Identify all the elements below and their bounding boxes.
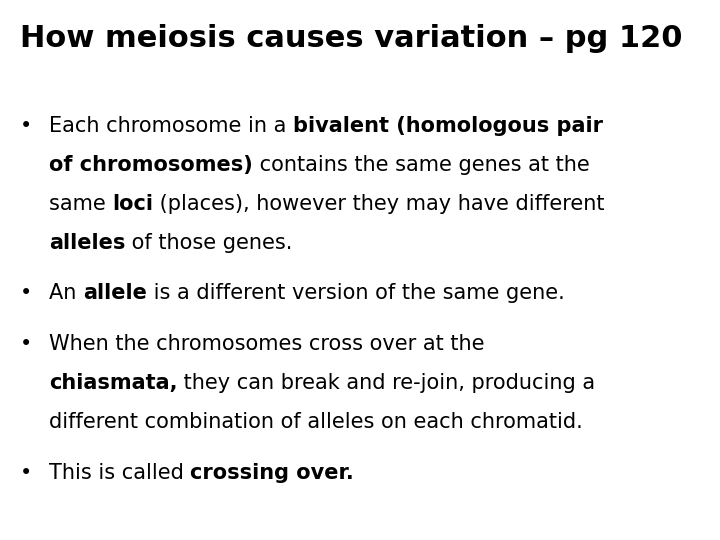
Text: An: An <box>49 284 83 303</box>
Text: •: • <box>20 334 32 354</box>
Text: •: • <box>20 463 32 483</box>
Text: loci: loci <box>112 194 153 214</box>
Text: When the chromosomes cross over at the: When the chromosomes cross over at the <box>49 334 485 354</box>
Text: is a different version of the same gene.: is a different version of the same gene. <box>147 284 564 303</box>
Text: •: • <box>20 116 32 136</box>
Text: different combination of alleles on each chromatid.: different combination of alleles on each… <box>49 412 582 432</box>
Text: (places), however they may have different: (places), however they may have differen… <box>153 194 605 214</box>
Text: contains the same genes at the: contains the same genes at the <box>253 155 590 175</box>
Text: same: same <box>49 194 112 214</box>
Text: bivalent (homologous pair: bivalent (homologous pair <box>293 116 603 136</box>
Text: of chromosomes): of chromosomes) <box>49 155 253 175</box>
Text: alleles: alleles <box>49 233 125 253</box>
Text: chiasmata,: chiasmata, <box>49 373 177 393</box>
Text: How meiosis causes variation – pg 120: How meiosis causes variation – pg 120 <box>20 24 683 53</box>
Text: •: • <box>20 284 32 303</box>
Text: This is called: This is called <box>49 463 191 483</box>
Text: crossing over.: crossing over. <box>191 463 354 483</box>
Text: of those genes.: of those genes. <box>125 233 293 253</box>
Text: allele: allele <box>83 284 147 303</box>
Text: Each chromosome in a: Each chromosome in a <box>49 116 293 136</box>
Text: they can break and re-join, producing a: they can break and re-join, producing a <box>177 373 595 393</box>
